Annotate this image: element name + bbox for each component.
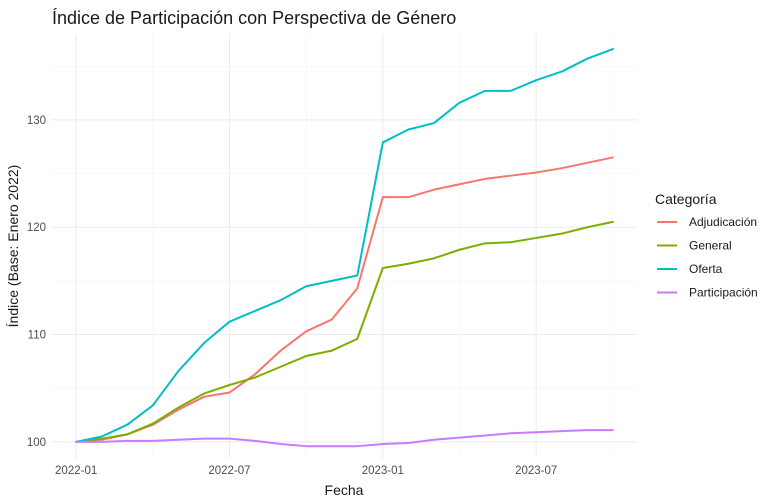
- x-axis-title: Fecha: [325, 482, 364, 498]
- grid-layer: [52, 34, 637, 458]
- legend-title: Categoría: [655, 191, 717, 207]
- x-tick-label: 2022-01: [55, 465, 97, 477]
- series-line-general: [75, 220, 614, 443]
- legend-label: Adjudicación: [689, 215, 757, 229]
- y-tick-label: 120: [27, 222, 46, 234]
- legend-label: General: [689, 239, 732, 253]
- y-tick-label: 100: [27, 437, 46, 449]
- series-line-oferta: [75, 48, 614, 443]
- series-layer: [75, 48, 614, 448]
- legend-label: Participación: [689, 286, 758, 300]
- x-tick-labels: 2022-01 2022-07 2023-01 2023-07: [55, 465, 557, 477]
- legend: Categoría Adjudicación General Oferta Parti…: [655, 191, 758, 300]
- series-line-adjudicación: [75, 156, 614, 443]
- legend-items: Adjudicación General Oferta Participación: [657, 215, 758, 300]
- y-tick-label: 130: [27, 115, 46, 127]
- y-tick-labels: 100 110 120 130: [27, 115, 46, 449]
- chart-title: Índice de Participación con Perspectiva …: [52, 8, 456, 28]
- legend-label: Oferta: [689, 262, 723, 276]
- series-line-participación: [75, 429, 614, 448]
- x-tick-label: 2022-07: [208, 465, 250, 477]
- y-axis-title: Índice (Base: Enero 2022): [5, 165, 21, 328]
- x-tick-label: 2023-07: [515, 465, 557, 477]
- x-tick-label: 2023-01: [362, 465, 404, 477]
- y-tick-label: 110: [28, 330, 46, 342]
